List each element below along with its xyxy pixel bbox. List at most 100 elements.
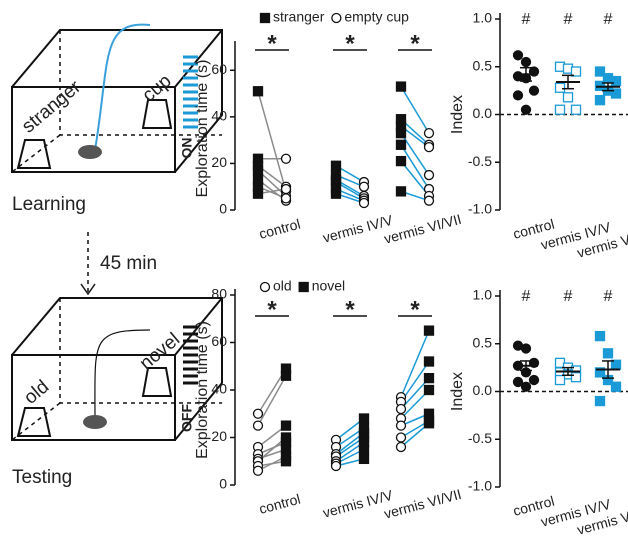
point — [554, 104, 566, 115]
legend-marker — [331, 12, 342, 24]
point — [610, 75, 622, 87]
point — [528, 85, 540, 96]
point — [423, 384, 435, 396]
point — [423, 128, 435, 139]
legend-marker — [259, 12, 271, 24]
point — [358, 444, 370, 455]
point — [252, 408, 264, 419]
annotation: # — [564, 11, 573, 28]
annotation: # — [564, 288, 573, 305]
point — [280, 193, 292, 204]
point — [330, 460, 342, 472]
legend-label: stranger — [273, 9, 325, 25]
label-cup: cup — [139, 71, 176, 107]
y-tick-label: 80 — [211, 286, 227, 302]
point — [395, 81, 407, 92]
annotation: # — [604, 11, 613, 28]
y-tick-label: 1.0 — [473, 287, 493, 303]
learning-diagram — [11, 23, 223, 173]
point — [594, 395, 606, 407]
delay-arrowhead — [80, 283, 96, 296]
testing-diagram — [11, 297, 223, 441]
y-tick-label: 0.0 — [473, 105, 493, 121]
point — [395, 155, 407, 167]
point — [554, 82, 566, 93]
annotation: # — [522, 11, 531, 28]
y-axis-label: Exploration time (s) — [194, 321, 211, 459]
point — [280, 420, 292, 431]
legend-marker — [298, 281, 309, 293]
point — [358, 453, 370, 465]
significance-star: * — [410, 30, 420, 57]
x-tick-label: control — [257, 216, 302, 242]
point — [423, 195, 435, 206]
y-tick-label: 40 — [211, 381, 227, 397]
point — [554, 374, 566, 386]
point — [280, 183, 292, 195]
significance-star: * — [267, 30, 277, 57]
point — [520, 56, 532, 68]
point — [423, 169, 435, 181]
y-axis-label: Exploration time (s) — [194, 60, 211, 198]
light-on: ON — [179, 138, 195, 159]
pair-line — [400, 144, 430, 190]
annotation: # — [522, 288, 531, 305]
y-tick-label: 0.5 — [473, 57, 493, 73]
point — [280, 370, 292, 381]
y-tick-label: 20 — [211, 154, 227, 170]
point — [520, 381, 532, 392]
y-tick-label: 60 — [211, 333, 227, 349]
pair-line — [400, 330, 430, 398]
significance-star: * — [410, 296, 420, 323]
legend-label: old — [273, 278, 292, 294]
point — [610, 381, 622, 392]
legend-marker — [259, 281, 271, 293]
point — [252, 465, 264, 476]
y-tick-label: -1.0 — [468, 478, 492, 494]
y-tick-label: 0.5 — [473, 334, 493, 350]
y-tick-label: 0 — [219, 201, 227, 217]
point — [358, 181, 370, 192]
point — [602, 348, 614, 359]
point — [330, 160, 342, 171]
point — [594, 95, 606, 106]
pair-line — [257, 91, 287, 192]
point — [512, 50, 524, 61]
y-axis-label: Index — [449, 372, 466, 411]
point — [280, 153, 292, 164]
point — [528, 374, 540, 386]
point — [395, 403, 407, 415]
point — [330, 188, 342, 199]
point — [395, 441, 407, 453]
point — [423, 356, 435, 367]
significance-star: * — [345, 30, 355, 57]
point — [423, 141, 435, 153]
x-tick-label: vermis VI/VII — [382, 211, 463, 247]
delay-label: 45 min — [100, 253, 157, 274]
y-tick-label: 60 — [211, 61, 227, 77]
point — [594, 66, 606, 77]
point — [280, 451, 292, 462]
point — [395, 128, 407, 139]
point — [520, 343, 532, 354]
point — [512, 90, 524, 101]
point — [252, 86, 264, 97]
point — [252, 420, 264, 431]
point — [423, 418, 435, 429]
point — [395, 186, 407, 197]
point — [395, 432, 407, 443]
significance-star: * — [267, 296, 277, 323]
y-tick-label: -1.0 — [468, 201, 492, 217]
y-tick-label: 0 — [219, 476, 227, 492]
y-tick-label: 20 — [211, 428, 227, 444]
point — [512, 376, 524, 388]
point — [570, 372, 582, 383]
y-tick-label: -0.5 — [468, 153, 492, 169]
point — [280, 432, 292, 443]
significance-star: * — [345, 296, 355, 323]
point — [520, 104, 532, 115]
y-axis-label: Index — [449, 95, 466, 134]
legend-label: empty cup — [344, 9, 409, 25]
x-tick-label: vermis VI/VII — [382, 486, 463, 522]
legend-label: novel — [312, 278, 345, 294]
